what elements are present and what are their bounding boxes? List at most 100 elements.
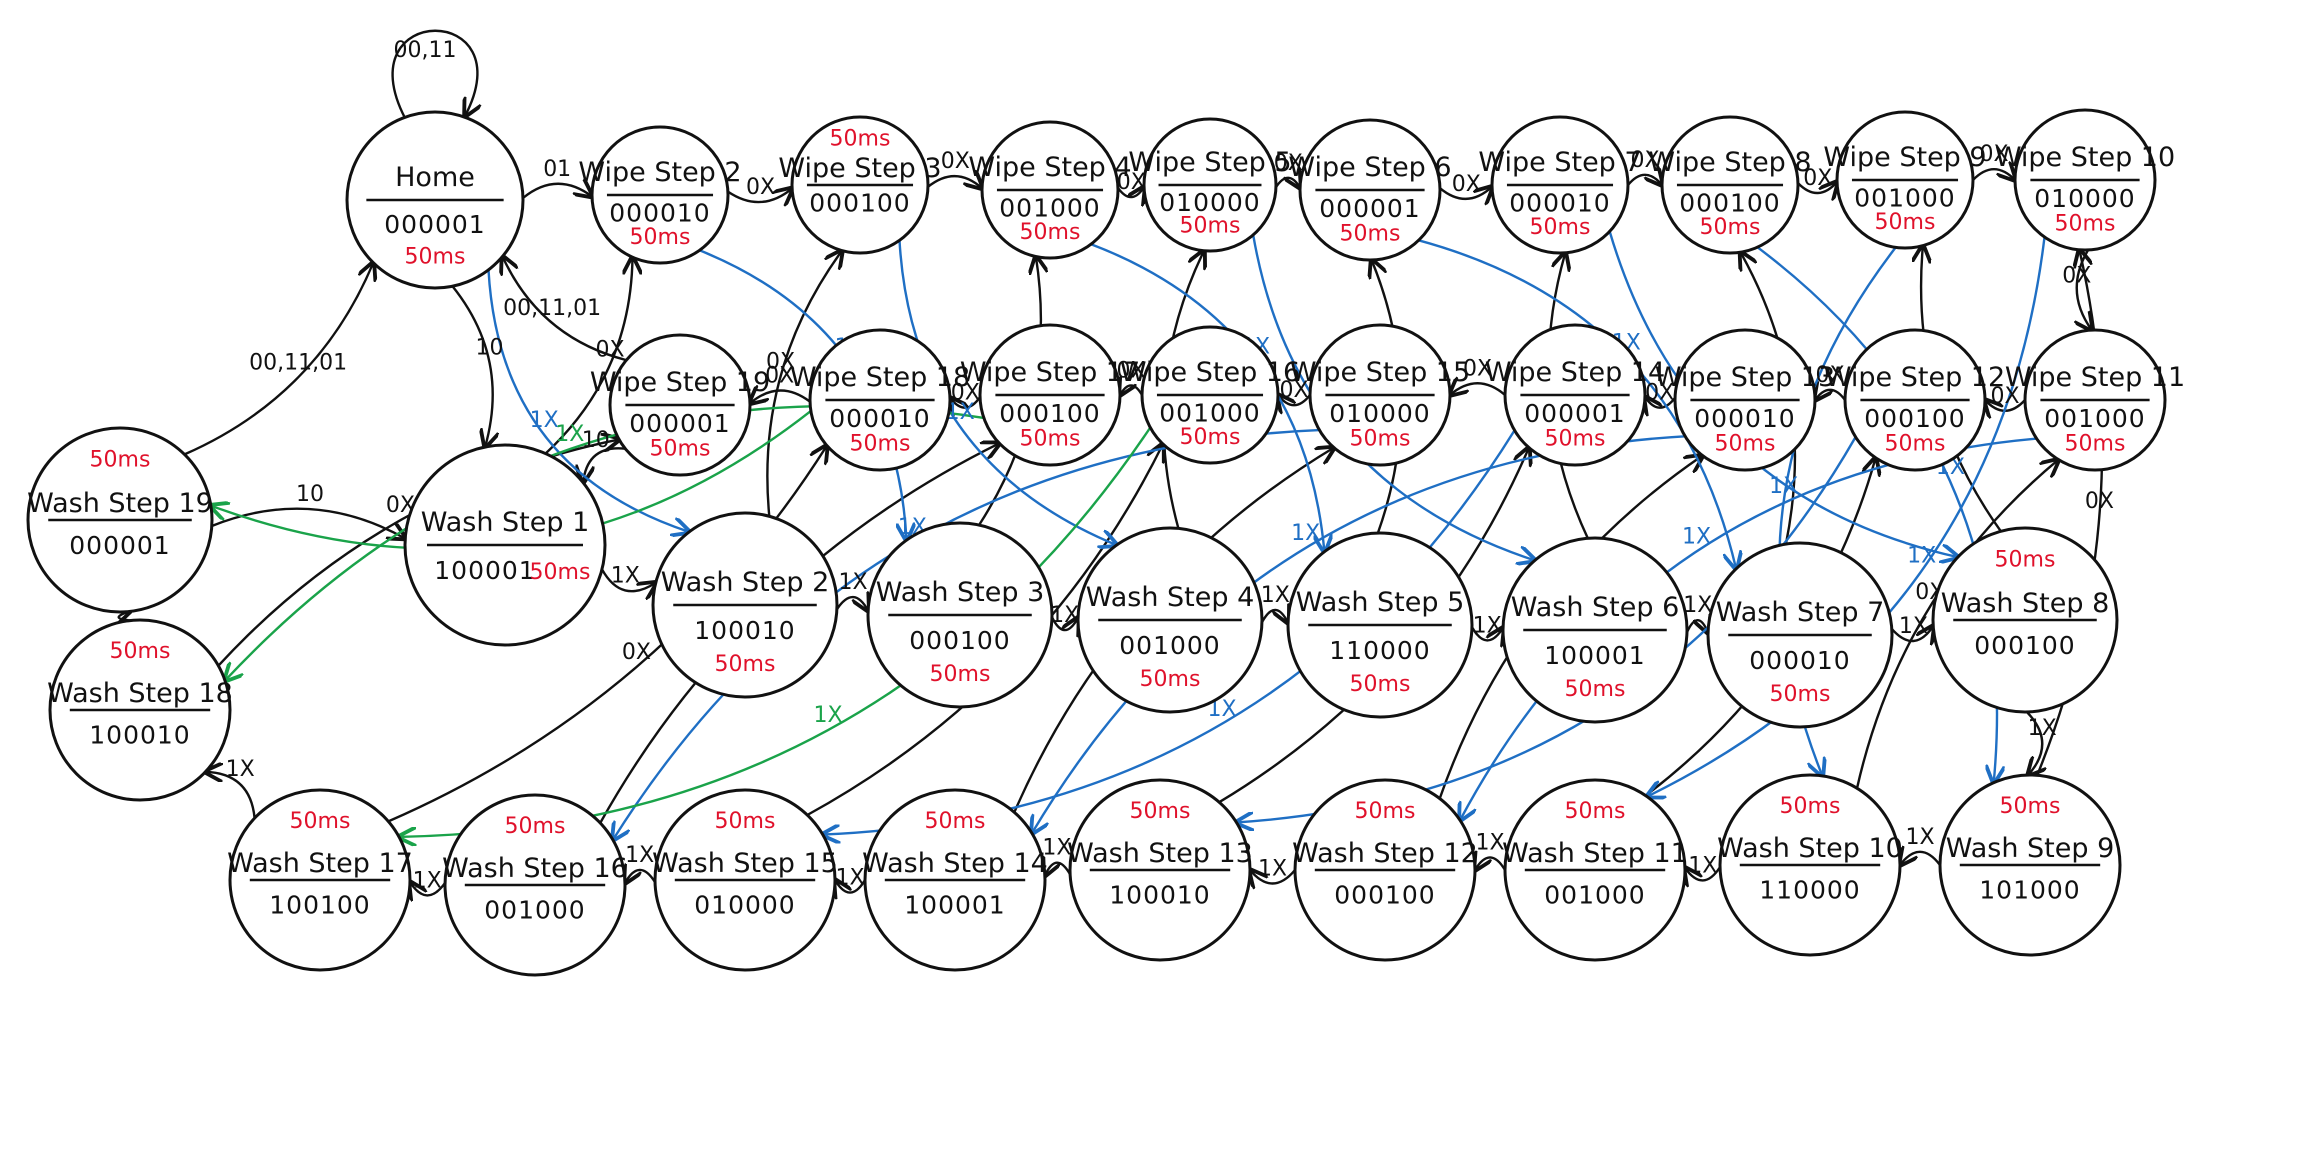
state-output-code: 000010 (609, 198, 710, 227)
state-name: Wash Step 2 (661, 567, 830, 598)
state-name: Wash Step 5 (1296, 587, 1465, 618)
transition-label: 1X (1261, 583, 1290, 608)
state-name: Wipe Step 5 (1128, 147, 1291, 178)
state-delay: 50ms (1140, 667, 1201, 692)
state-delay: 50ms (530, 560, 591, 585)
transition-wash13-to-wash14 (1045, 863, 1072, 876)
state-name: Wipe Step 17 (960, 357, 1140, 388)
state-wash7: Wash Step 7 000010 50ms (1706, 541, 1894, 729)
state-delay: 50ms (1545, 426, 1606, 451)
transition-home-to-wash2 (487, 269, 690, 532)
state-output-code: 100001 (904, 891, 1005, 920)
transition-wash8-to-wash9 (2027, 711, 2042, 775)
transition-wash12-to-wash13 (1250, 870, 1296, 884)
transition-label: 1X (1899, 614, 1928, 639)
transition-wash11-to-wash12 (1475, 857, 1507, 870)
state-output-code: 001000 (1159, 398, 1260, 427)
transition-label: 0X (1452, 172, 1481, 197)
state-output-code: 100001 (1544, 641, 1645, 670)
transition-wipe12-to-wipe13 (1815, 390, 1846, 400)
state-wash15: Wash Step 15 010000 50ms (652, 788, 838, 972)
state-delay: 50ms (630, 225, 691, 250)
state-delay: 50ms (1565, 677, 1626, 702)
state-name: Wipe Step 16 (1120, 357, 1300, 388)
state-wash17: Wash Step 17 100100 50ms (227, 788, 413, 972)
state-output-code: 100010 (1109, 881, 1210, 910)
transition-wipe4-to-wipe5 (1117, 187, 1144, 197)
state-output-code: 000010 (1694, 404, 1795, 433)
transition-wash14-to-wash15 (835, 880, 867, 893)
state-delay: 50ms (850, 431, 911, 456)
state-delay: 50ms (2000, 794, 2061, 819)
transition-label: 1X (1682, 524, 1711, 549)
transition-label: 0X (1815, 363, 1844, 388)
state-name: Wash Step 1 (421, 507, 590, 538)
transition-label: 1X (555, 422, 584, 447)
state-output-code: 110000 (1759, 876, 1860, 905)
state-home: Home 000001 50ms (345, 110, 525, 290)
state-name: Wipe Step 13 (1655, 362, 1835, 393)
transition-wash3-to-wash4 (1050, 617, 1078, 630)
transition-wipe2-to-wipe3 (727, 188, 792, 202)
transition-wipe19-to-home (503, 257, 627, 362)
state-wash11: Wash Step 11 001000 50ms (1502, 778, 1688, 962)
state-name: Home (395, 162, 475, 193)
state-wash12: Wash Step 12 000100 50ms (1292, 778, 1478, 962)
transition-label: 0X (622, 640, 651, 665)
state-output-code: 010000 (2034, 184, 2135, 213)
transition-wipe16-to-wipe17 (1120, 385, 1144, 395)
state-delay: 50ms (650, 436, 711, 461)
transition-label: 00,11,01 (503, 296, 601, 321)
state-output-code: 000001 (69, 531, 170, 560)
transition-wash19-to-wash1 (211, 507, 405, 539)
transition-wipe8-to-wipe9 (1797, 182, 1837, 193)
transition-wash10-to-wash11 (1685, 867, 1722, 880)
transition-wipe10-to-wipe11 (2077, 249, 2092, 330)
state-delay: 50ms (1350, 426, 1411, 451)
transition-wash1-to-wash2 (600, 568, 656, 591)
state-output-code: 001000 (484, 896, 585, 925)
transition-label: 0X (1274, 151, 1303, 176)
transition-label: 0X (1645, 381, 1674, 406)
transition-label: 1X (1907, 544, 1936, 569)
state-name: Wipe Step 11 (2005, 362, 2185, 393)
transition-label: 0X (1116, 358, 1145, 383)
transition-label: 0X (951, 381, 980, 406)
state-delay: 50ms (1180, 214, 1241, 239)
state-delay: 50ms (1350, 672, 1411, 697)
state-delay: 50ms (2055, 211, 2116, 236)
state-name: Wash Step 6 (1511, 592, 1680, 623)
transition-wipe18-to-wipe19 (750, 390, 811, 403)
state-output-code: 000100 (809, 188, 910, 217)
transition-label: 0X (2062, 264, 2091, 289)
transition-wash9-to-wash10 (1900, 852, 1941, 865)
state-delay: 50ms (1180, 425, 1241, 450)
transition-label: 1X (1473, 613, 1502, 638)
state-name: Wash Step 13 (1067, 838, 1253, 869)
transition-label: 0X (1803, 166, 1832, 191)
state-name: Wash Step 3 (876, 577, 1045, 608)
transition-label: 0X (1279, 378, 1308, 403)
transition-wash5-to-wash6 (1470, 627, 1503, 640)
transition-label: 0X (595, 338, 624, 363)
state-delay: 50ms (1780, 794, 1841, 819)
state-name: Wipe Step 15 (1290, 357, 1470, 388)
state-name: Wipe Step 3 (778, 153, 941, 184)
state-delay: 50ms (1700, 215, 1761, 240)
transition-wipe14-to-wipe15 (1450, 383, 1506, 395)
state-output-code: 100010 (89, 721, 190, 750)
state-output-code: 000010 (1509, 188, 1610, 217)
state-name: Wipe Step 2 (578, 157, 741, 188)
state-output-code: 000010 (829, 404, 930, 433)
state-output-code: 000001 (1319, 194, 1420, 223)
